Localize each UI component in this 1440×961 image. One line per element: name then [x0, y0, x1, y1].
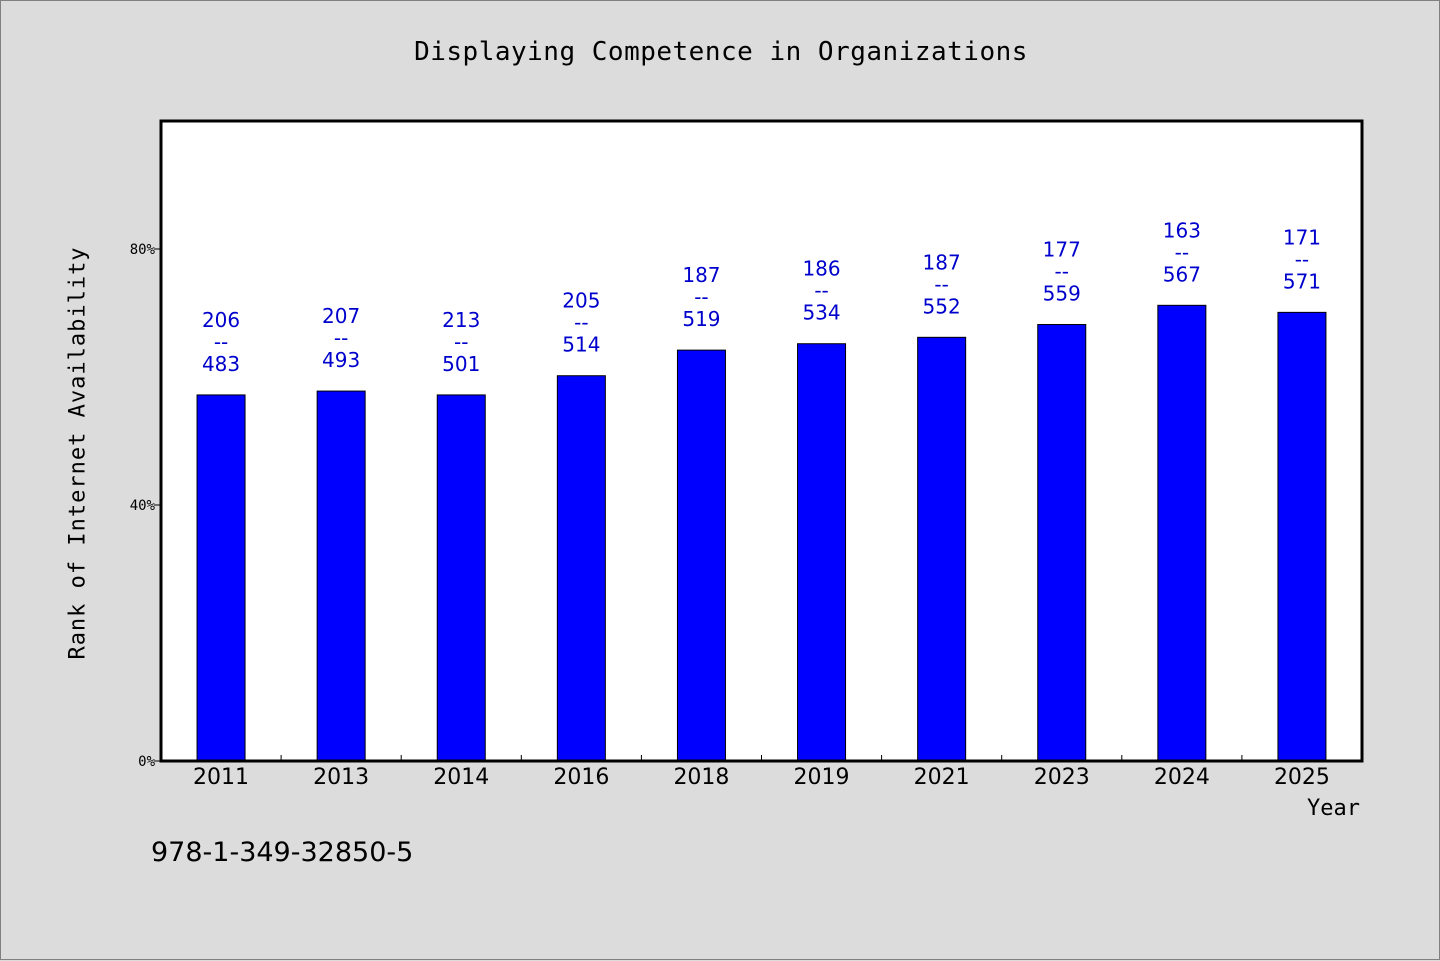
data-label: 206: [202, 308, 240, 332]
data-label: 483: [202, 352, 240, 376]
data-label: 519: [682, 307, 720, 331]
data-label: 567: [1163, 262, 1201, 286]
data-label: --: [334, 326, 348, 350]
bar: [1277, 311, 1327, 762]
x-tick-label: 2024: [1154, 765, 1210, 790]
data-label: 163: [1163, 218, 1201, 242]
x-tick-label: 2021: [914, 765, 970, 790]
x-tick-label: 2016: [553, 765, 609, 790]
bar: [1157, 304, 1207, 762]
x-tick-label: 2025: [1274, 765, 1330, 790]
bar: [196, 394, 246, 762]
data-label: 205: [562, 289, 600, 313]
data-label: 207: [322, 304, 360, 328]
data-label: --: [1295, 247, 1309, 271]
data-label: 501: [442, 352, 480, 376]
data-label: --: [1175, 240, 1189, 264]
x-axis-label: Year: [1307, 796, 1360, 821]
bar: [797, 343, 847, 762]
footnote-isbn: 978-1-349-32850-5: [151, 837, 414, 868]
x-tick-label: 2023: [1034, 765, 1090, 790]
data-label: 559: [1043, 282, 1081, 306]
data-label: 213: [442, 308, 480, 332]
x-tick-label: 2014: [433, 765, 489, 790]
plot-border: [159, 119, 1364, 763]
data-label: --: [814, 279, 828, 303]
bar: [917, 336, 967, 762]
data-label: 187: [682, 263, 720, 287]
data-label: 514: [562, 333, 600, 357]
y-tick-label: 0%: [138, 754, 155, 770]
x-tick-label: 2013: [313, 765, 369, 790]
data-label: --: [574, 311, 588, 335]
bar: [316, 390, 366, 762]
data-label: --: [934, 272, 948, 296]
data-label: --: [214, 330, 228, 354]
bar: [1037, 324, 1087, 762]
bar: [556, 375, 606, 762]
x-tick-label: 2011: [193, 765, 249, 790]
y-tick-label: 40%: [130, 498, 156, 514]
x-tick-label: 2018: [673, 765, 729, 790]
y-tick-label: 80%: [130, 242, 156, 258]
data-label: 571: [1283, 269, 1321, 293]
data-label: 177: [1043, 238, 1081, 262]
data-label: --: [1055, 260, 1069, 284]
x-tick-label: 2019: [794, 765, 850, 790]
data-label: 187: [923, 250, 961, 274]
data-label: 534: [802, 301, 840, 325]
data-label: 186: [802, 257, 840, 281]
data-label: --: [694, 285, 708, 309]
data-label: --: [454, 330, 468, 354]
chart-title: Displaying Competence in Organizations: [414, 37, 1028, 67]
data-label: 171: [1283, 225, 1321, 249]
data-label: 552: [923, 294, 961, 318]
data-label: 493: [322, 348, 360, 372]
bar: [676, 349, 726, 762]
bar: [436, 394, 486, 762]
